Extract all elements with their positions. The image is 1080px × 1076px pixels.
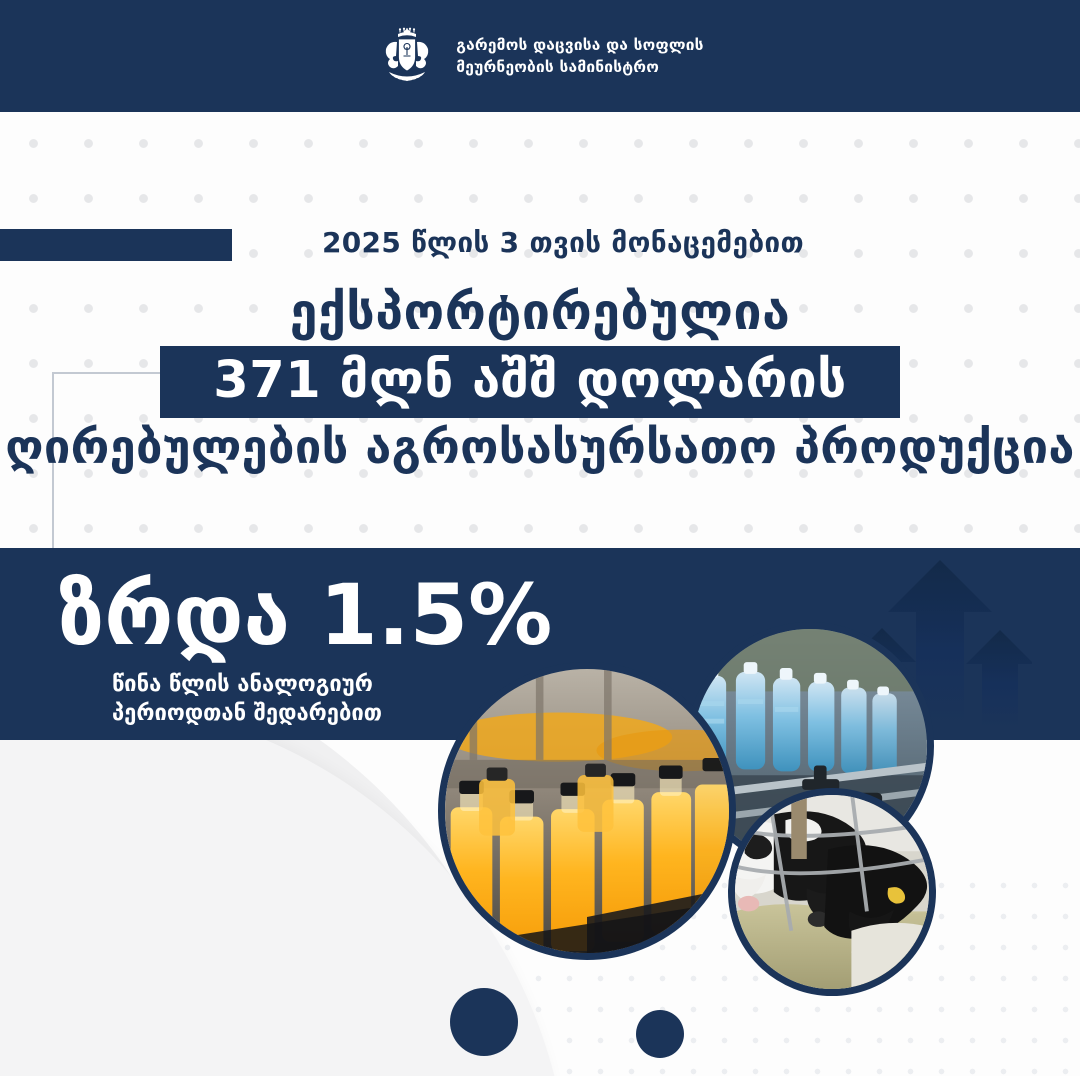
- decorative-bracket: [52, 372, 210, 558]
- decorative-dot-small: [636, 1010, 684, 1058]
- headline-highlight-text: 371 მლნ აშშ დოლარის: [213, 350, 847, 410]
- dairy-cows-illustration: [735, 795, 929, 989]
- headline-highlight-bar: 371 მლნ აშშ დოლარის: [160, 346, 900, 418]
- headline-line-1: ექსპორტირებულია: [289, 283, 791, 341]
- georgia-coat-of-arms-icon: [386, 27, 429, 85]
- ministry-title: გარემოს დაცვისა და სოფლის მეურნეობის სამ…: [456, 35, 704, 76]
- photo-juice-bottling-line: [438, 662, 736, 960]
- growth-value: ზრდა 1.5%: [58, 566, 553, 664]
- decorative-dot-large: [450, 988, 518, 1056]
- photo-dairy-cows-feeding: [728, 788, 936, 996]
- dot-pattern-background: [0, 108, 1080, 558]
- growth-comparison-note: წინა წლის ანალოგიურ პერიოდთან შედარებით: [112, 672, 382, 727]
- ministry-header: გარემოს დაცვისა და სოფლის მეურნეობის სამ…: [0, 0, 1080, 112]
- kicker-accent-bar: [0, 229, 232, 261]
- headline-line-3: ღირებულების აგროსასურსათო პროდუქცია: [5, 420, 1075, 475]
- juice-bottles-illustration: [445, 669, 729, 953]
- kicker-text: 2025 წლის 3 თვის მონაცემებით: [321, 226, 804, 259]
